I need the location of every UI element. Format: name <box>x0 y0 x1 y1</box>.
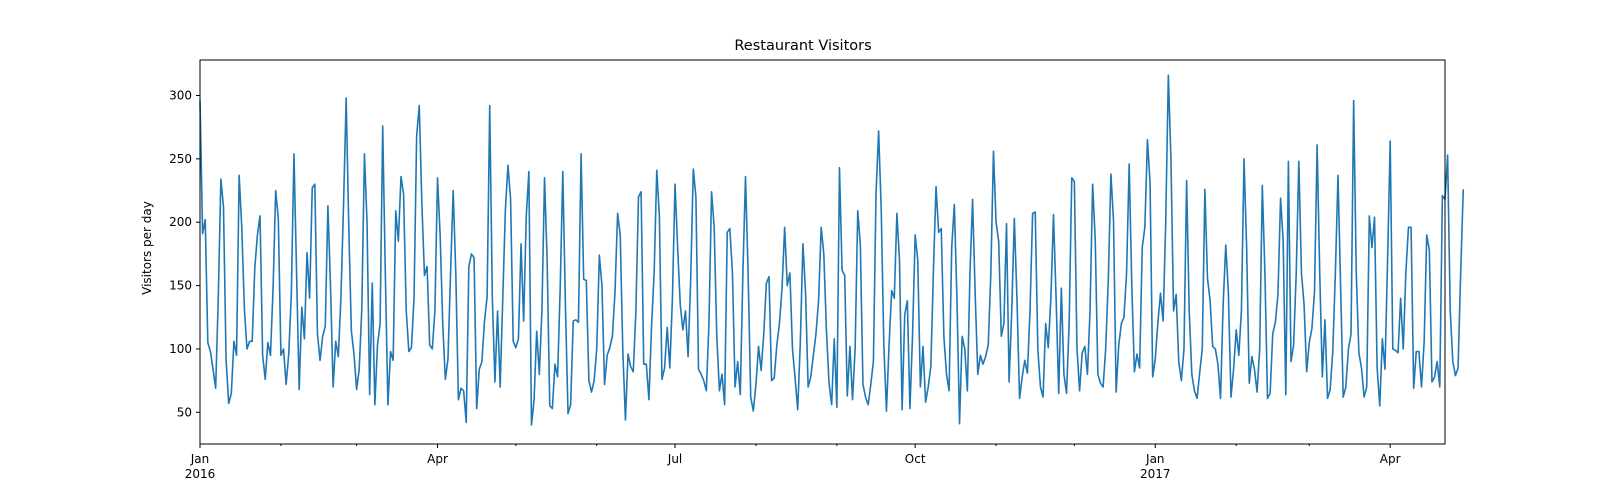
y-tick-label: 300 <box>169 88 192 102</box>
x-tick-label: Apr <box>1380 452 1401 466</box>
x-tick-year-label: 2016 <box>185 467 216 481</box>
y-tick-label: 150 <box>169 279 192 293</box>
x-tick-label: Oct <box>905 452 926 466</box>
y-tick-label: 100 <box>169 342 192 356</box>
x-tick-label: Jul <box>667 452 682 466</box>
x-tick-label: Jan <box>190 452 210 466</box>
y-axis-label: Visitors per day <box>140 201 154 295</box>
chart-title: Restaurant Visitors <box>734 38 871 54</box>
y-tick-label: 200 <box>169 215 192 229</box>
y-axis: 50 100 150 200 250 300 <box>169 88 200 419</box>
x-tick-year-label: 2017 <box>1140 467 1171 481</box>
y-tick-label: 250 <box>169 152 192 166</box>
series-line-0 <box>199 74 1465 426</box>
plot-frame <box>199 59 1446 445</box>
plot-area <box>199 74 1465 426</box>
y-tick-label: 50 <box>177 405 192 419</box>
x-tick-label: Jan <box>1145 452 1165 466</box>
x-tick-label: Apr <box>427 452 448 466</box>
